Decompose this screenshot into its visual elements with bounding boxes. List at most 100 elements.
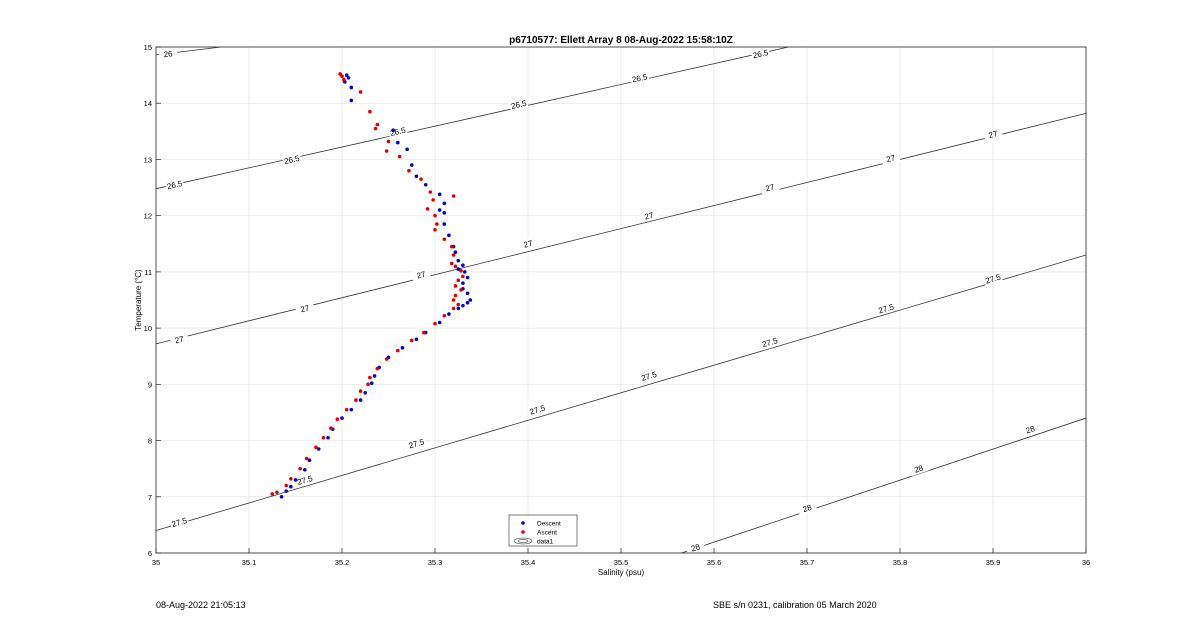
descent-point xyxy=(456,267,461,271)
contour-label-bg xyxy=(294,301,315,316)
y-tick-label: 9 xyxy=(148,380,152,389)
descent-point xyxy=(405,147,409,152)
contour-label-bg xyxy=(685,539,706,555)
ascent-point xyxy=(384,149,389,153)
contour-label: 27.5 xyxy=(984,272,1002,285)
ascent-point xyxy=(459,288,463,292)
contour-label-bg xyxy=(982,271,1004,286)
contour-label: 27 xyxy=(523,239,534,250)
ascent-point xyxy=(407,168,411,173)
contour-label: 27 xyxy=(885,153,896,164)
descent-point xyxy=(461,303,465,308)
y-tick-label: 10 xyxy=(144,324,152,333)
ascent-point xyxy=(329,426,333,430)
descent-point xyxy=(414,337,419,342)
x-tick-label: 35 xyxy=(152,558,160,567)
ascent-point xyxy=(451,306,456,311)
y-tick-label: 11 xyxy=(144,268,152,277)
legend-marker xyxy=(521,530,525,534)
ascent-point xyxy=(314,445,318,450)
ascent-point xyxy=(298,466,302,471)
contour-label-bg xyxy=(629,71,650,85)
descent-point xyxy=(349,98,354,103)
descent-point xyxy=(442,201,447,206)
ascent-point xyxy=(409,338,414,343)
y-axis-label: Temperature (°C) xyxy=(134,269,143,331)
contour-label-bg xyxy=(406,436,427,451)
contour-label: 27.5 xyxy=(761,336,779,349)
ascent-point xyxy=(459,268,463,273)
ascent-point xyxy=(449,261,454,266)
contour-label-bg xyxy=(983,127,1003,142)
y-tick-label: 8 xyxy=(148,437,152,446)
descent-point xyxy=(414,174,419,179)
axes: 35 35.1 35.2 35.3 35.4 35.5 35.6 35.7 35.8 35.9 36… xyxy=(144,43,1091,567)
descent-point xyxy=(284,489,289,493)
ascent-point xyxy=(384,357,389,361)
y-tick-label: 15 xyxy=(144,43,152,52)
descent-point xyxy=(349,85,354,90)
descent-point xyxy=(442,222,447,226)
ascent-point xyxy=(275,490,279,495)
density-contours: 2626.526.526.526.526.526.527272727272727… xyxy=(155,46,1087,555)
ascent-point xyxy=(428,190,433,194)
legend-contour-icon xyxy=(513,537,533,545)
ascent-point xyxy=(425,207,430,211)
contour-label: 26.5 xyxy=(752,48,770,60)
ascent-point xyxy=(433,321,437,326)
ascent-point xyxy=(442,237,447,242)
ascent-point xyxy=(451,298,456,302)
contour-line xyxy=(681,417,1087,554)
contour-line xyxy=(155,46,789,190)
contour-label-bg xyxy=(294,472,315,488)
ascent-point xyxy=(456,302,461,307)
descent-point xyxy=(465,291,470,296)
contour-label-bg xyxy=(508,97,529,112)
contour-label-bg xyxy=(638,368,659,384)
contour-label-bg xyxy=(880,151,901,166)
descent-point xyxy=(442,211,447,215)
contour-label-bg xyxy=(1020,421,1041,437)
ascent-point xyxy=(284,483,289,488)
x-tick-label: 35.3 xyxy=(428,558,443,567)
ascent-point xyxy=(449,244,454,249)
x-tick-label: 35.1 xyxy=(242,558,257,567)
legend-marker xyxy=(521,521,525,525)
contour-label-bg xyxy=(750,46,771,61)
descent-point xyxy=(456,306,461,311)
descent-point xyxy=(289,484,293,489)
contour-label: 27.5 xyxy=(296,474,314,487)
ascent-point xyxy=(396,348,400,353)
x-tick-label: 35.4 xyxy=(521,558,536,567)
ascent-point xyxy=(433,227,437,232)
descent-point xyxy=(456,258,461,263)
descent-point xyxy=(468,298,473,302)
descent-point xyxy=(326,435,330,440)
contour-label: 27 xyxy=(416,270,427,281)
contour-line xyxy=(155,254,1087,531)
ascent-point xyxy=(304,456,309,461)
contour-label: 27 xyxy=(300,303,311,314)
descent-point xyxy=(340,416,344,420)
legend: Descent Ascent data1 xyxy=(508,514,578,547)
contour-label: 28 xyxy=(1025,424,1037,436)
descent-point xyxy=(279,494,284,499)
contour-label: 26.5 xyxy=(631,72,649,84)
ascent-point xyxy=(375,122,380,127)
descent-point xyxy=(293,478,298,482)
ascent-point xyxy=(270,492,275,496)
descent-point xyxy=(453,250,458,255)
descent-point xyxy=(316,447,321,451)
y-tick-label: 6 xyxy=(148,549,152,558)
descent-point xyxy=(447,233,451,238)
contour-label-bg xyxy=(164,177,185,192)
ascent-point xyxy=(375,366,380,371)
legend-contour-icon-inner xyxy=(517,539,529,543)
ascent-point xyxy=(289,476,293,481)
ascent-point xyxy=(397,154,402,159)
contour-label-bg xyxy=(527,402,548,417)
ascent-point xyxy=(344,407,349,412)
y-tick-label: 7 xyxy=(148,493,152,502)
contour-label: 27 xyxy=(644,211,655,222)
descent-point xyxy=(344,73,349,77)
